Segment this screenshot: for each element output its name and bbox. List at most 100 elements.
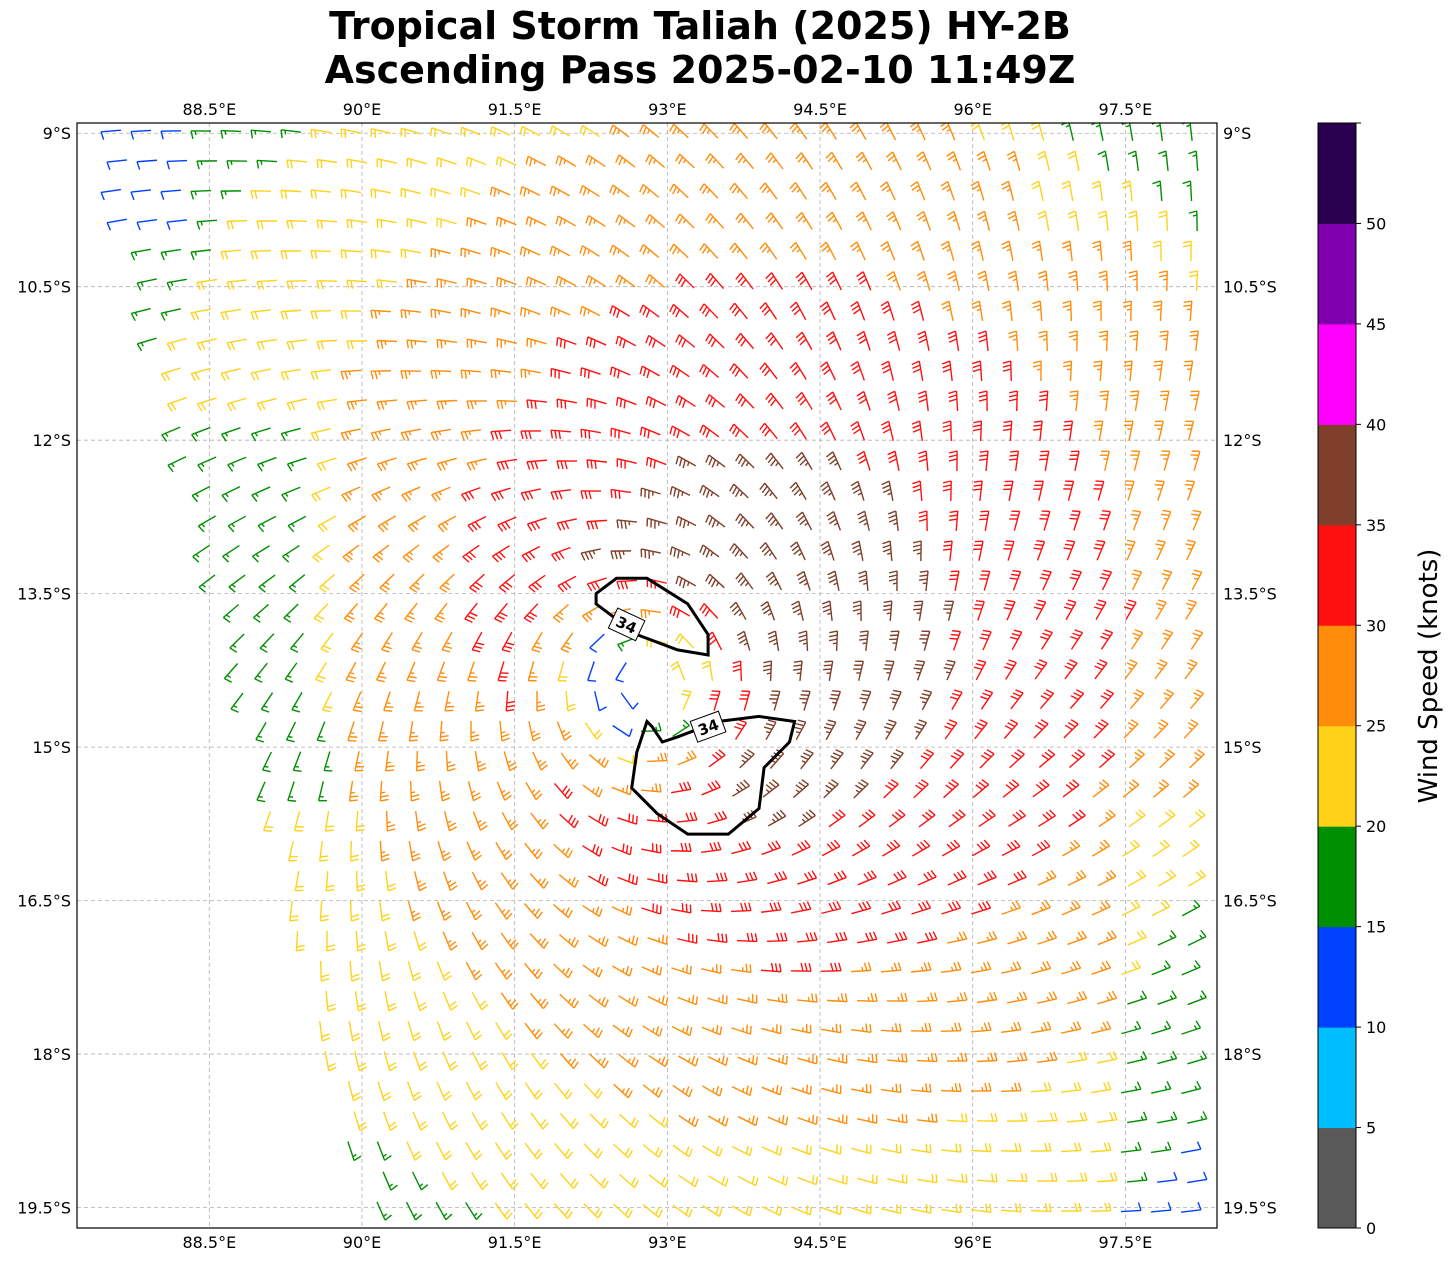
wind-barb: [949, 630, 962, 651]
wind-barb: [699, 183, 719, 199]
wind-barb: [586, 519, 608, 530]
wind-barb: [1092, 779, 1110, 798]
wind-barb: [588, 994, 609, 1008]
wind-barb: [382, 1111, 398, 1131]
wind-barb: [559, 1053, 579, 1069]
wind-barb: [435, 1201, 453, 1221]
wind-barb: [886, 330, 901, 351]
wind-barb: [354, 991, 367, 1012]
wind-barb: [321, 691, 333, 713]
wind-barb: [1033, 719, 1049, 739]
wind-barb: [196, 219, 218, 230]
wind-barb: [829, 690, 842, 711]
wind-barb: [1156, 1171, 1178, 1183]
wind-barb: [1185, 539, 1196, 561]
wind-barb: [1157, 869, 1177, 887]
wind-barb: [675, 213, 695, 229]
wind-barb: [130, 248, 151, 261]
wind-barb: [1067, 869, 1087, 887]
wind-barb: [580, 490, 602, 500]
wind-barb: [943, 779, 959, 799]
lon-tick-label-top: 93°E: [648, 100, 686, 119]
wind-barb: [1158, 809, 1176, 828]
wind-barb: [519, 185, 541, 197]
wind-barb: [280, 129, 302, 139]
map-title: Tropical Storm Taliah (2025) HY-2B Ascen…: [0, 4, 1400, 92]
wind-barb: [256, 781, 266, 803]
wind-barb: [436, 1081, 452, 1101]
wind-barb: [645, 213, 666, 229]
wind-barb: [615, 662, 627, 683]
wind-barb: [310, 309, 332, 320]
wind-barb: [671, 1025, 693, 1037]
wind-barb: [280, 309, 302, 320]
wind-barb: [312, 544, 330, 563]
wind-barb: [1158, 270, 1168, 292]
wind-barb: [406, 457, 427, 472]
wind-barb: [1061, 240, 1073, 262]
wind-barb: [889, 689, 902, 711]
wind-barb: [946, 1173, 968, 1183]
wind-barb: [1181, 899, 1201, 917]
wind-barb: [465, 901, 483, 921]
wind-barb: [705, 272, 725, 290]
wind-barb: [1157, 990, 1178, 1005]
wind-barb: [1032, 360, 1042, 382]
wind-barb: [376, 279, 398, 289]
wind-barb: [1030, 1142, 1052, 1152]
wind-barb: [678, 1114, 699, 1128]
wind-barb: [943, 659, 956, 681]
wind-barb: [765, 392, 784, 410]
contour-34kt: 34 34: [594, 576, 797, 836]
wind-barb: [1123, 599, 1137, 620]
wind-barb: [681, 689, 692, 711]
wind-barb: [671, 903, 692, 914]
wind-barb: [583, 1083, 603, 1099]
wind-barb: [1033, 599, 1047, 621]
wind-barb: [970, 1143, 992, 1153]
wind-barb: [972, 779, 990, 798]
wind-barb: [526, 399, 548, 410]
wind-barb: [436, 457, 457, 472]
wind-barb: [497, 516, 517, 532]
wind-map[interactable]: 34 34 88.5°E 88.5°E 90°E 90°E 91.5°E 91.5°E 93°…: [0, 0, 1300, 1264]
wind-barb: [1122, 300, 1132, 322]
wind-barb: [317, 515, 337, 533]
wind-barb: [880, 1023, 902, 1033]
wind-barb: [731, 1024, 752, 1035]
wind-barb: [1153, 360, 1164, 382]
wind-barb: [979, 749, 995, 769]
wind-barb: [705, 454, 726, 468]
wind-barb: [1126, 1172, 1148, 1183]
wind-barb: [549, 125, 570, 137]
wind-barb: [313, 603, 329, 623]
wind-barb: [558, 933, 579, 949]
wind-barb: [495, 216, 517, 227]
wind-barb: [190, 308, 211, 321]
wind-barb: [442, 1051, 458, 1071]
wind-barb: [739, 690, 751, 711]
wind-barb: [648, 1174, 669, 1188]
wind-barb: [675, 394, 696, 408]
wind-barb: [1039, 689, 1055, 710]
wind-barb: [581, 605, 600, 623]
wind-barb: [789, 182, 808, 200]
wind-barb: [354, 1051, 367, 1072]
wind-barb: [1037, 869, 1057, 886]
wind-barb: [1124, 480, 1135, 501]
wind-barb: [370, 370, 392, 380]
wind-barb: [1031, 839, 1051, 857]
wind-barb: [705, 573, 725, 589]
wind-barb: [555, 275, 577, 287]
wind-barb: [1129, 390, 1140, 411]
wind-barb: [942, 540, 953, 562]
wind-barb: [890, 749, 904, 770]
wind-barb: [381, 632, 393, 653]
wind-barb: [319, 1020, 331, 1042]
wind-barb: [408, 841, 421, 862]
wind-barb: [1129, 330, 1139, 352]
wind-barb: [917, 390, 929, 412]
wind-barb: [1070, 629, 1084, 650]
wind-barb: [825, 211, 843, 231]
wind-barb: [615, 154, 636, 168]
